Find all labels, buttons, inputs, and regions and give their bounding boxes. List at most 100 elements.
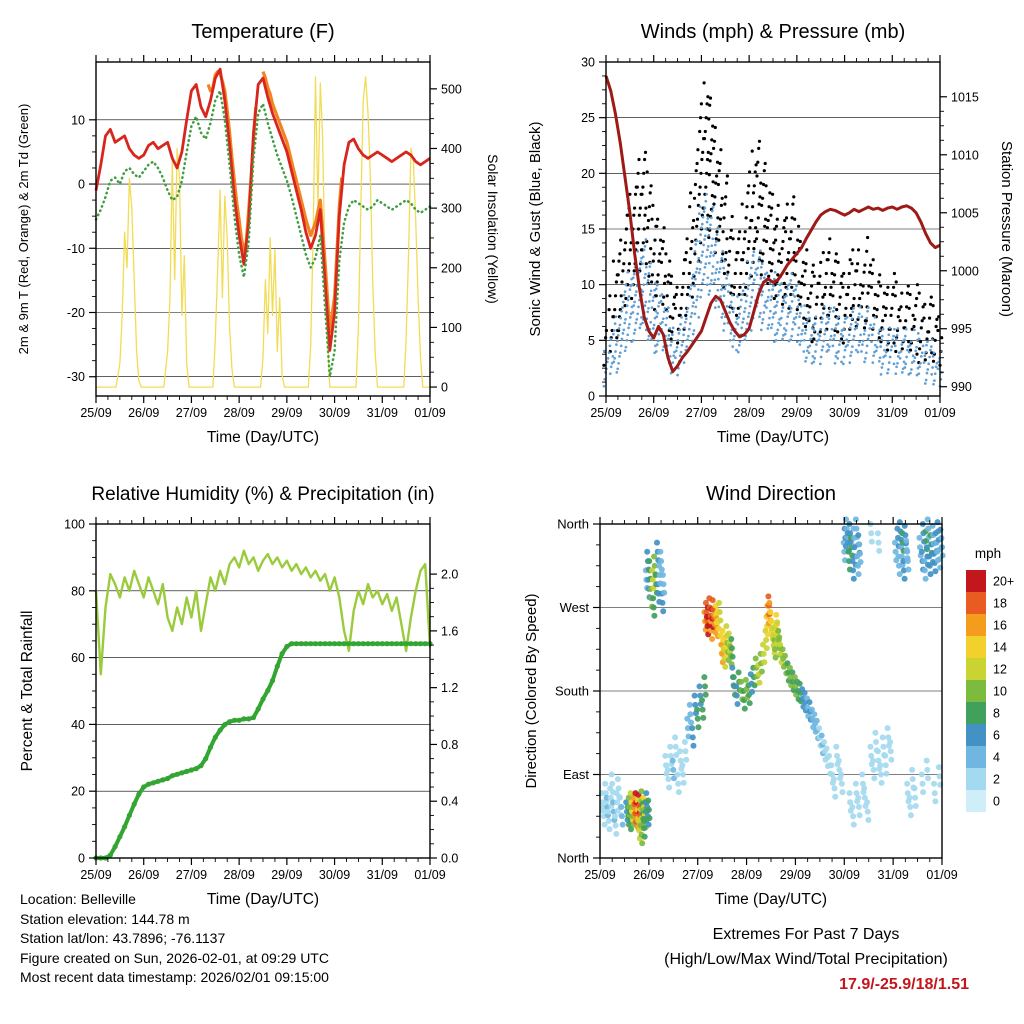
svg-text:300: 300 xyxy=(441,202,462,216)
svg-text:28/09: 28/09 xyxy=(734,406,765,420)
humidity-plot: 25/09 26/09 27/09 28/09 29/09 30/09 31/09 01/09… xyxy=(19,484,458,908)
svg-text:0.8: 0.8 xyxy=(441,738,458,752)
svg-text:0: 0 xyxy=(993,795,1000,809)
svg-text:Direction (Colored By Speed): Direction (Colored By Speed) xyxy=(523,593,540,788)
svg-text:100: 100 xyxy=(64,518,85,532)
series-station-pressure xyxy=(604,75,941,374)
svg-text:North: North xyxy=(557,517,589,532)
svg-text:10: 10 xyxy=(71,113,85,127)
svg-text:-20: -20 xyxy=(67,306,85,320)
svg-text:990: 990 xyxy=(951,380,972,394)
series-total-rainfall xyxy=(93,641,433,861)
series-relative-humidity xyxy=(94,549,432,676)
svg-text:01/09: 01/09 xyxy=(414,868,445,882)
wind-direction-chart: 25/09 26/09 27/09 28/09 29/09 30/09 31/09 01/09… xyxy=(523,483,1014,908)
svg-text:25/09: 25/09 xyxy=(80,868,111,882)
svg-text:31/09: 31/09 xyxy=(367,868,398,882)
svg-text:North: North xyxy=(557,851,589,866)
winds-plot: 25/09 26/09 27/09 28/09 29/09 30/09 31/09 01/09… xyxy=(527,21,1015,446)
extremes-subtitle: (High/Low/Max Wind/Total Precipitation) xyxy=(664,951,948,968)
svg-text:5: 5 xyxy=(588,334,595,348)
svg-text:-10: -10 xyxy=(67,242,85,256)
recent-data-timestamp: Most recent data timestamp: 2026/02/01 0… xyxy=(20,969,329,985)
svg-text:27/09: 27/09 xyxy=(682,868,713,882)
temperature-plot: 25/09 26/09 27/09 28/09 29/09 30/09 31/09 01/09… xyxy=(16,21,501,446)
svg-text:25: 25 xyxy=(581,111,595,125)
winds-pressure-chart: 25/09 26/09 27/09 28/09 29/09 30/09 31/09 01/09… xyxy=(527,21,1015,446)
svg-text:1010: 1010 xyxy=(951,148,979,162)
svg-text:1.2: 1.2 xyxy=(441,681,458,695)
series-2m-dewpoint xyxy=(94,89,432,378)
svg-text:16: 16 xyxy=(993,619,1007,633)
extremes-title: Extremes For Past 7 Days xyxy=(712,926,900,943)
svg-text:200: 200 xyxy=(441,261,462,275)
station-info: Location: Belleville Station elevation: … xyxy=(20,890,329,988)
svg-text:6: 6 xyxy=(993,729,1000,743)
svg-text:Time (Day/UTC): Time (Day/UTC) xyxy=(715,891,827,908)
svg-text:Relative Humidity (%) & Precip: Relative Humidity (%) & Precipitation (i… xyxy=(91,484,434,505)
svg-text:28/09: 28/09 xyxy=(731,868,762,882)
svg-text:10: 10 xyxy=(993,685,1007,699)
svg-text:18: 18 xyxy=(993,597,1007,611)
svg-text:4: 4 xyxy=(993,751,1000,765)
station-elevation: Station elevation: 144.78 m xyxy=(20,910,190,927)
svg-text:25/09: 25/09 xyxy=(590,406,621,420)
station-latlon: Station lat/lon: 43.7896; -76.1137 xyxy=(20,930,226,946)
svg-text:Station Pressure (Maroon): Station Pressure (Maroon) xyxy=(998,141,1015,317)
svg-text:20: 20 xyxy=(71,785,85,799)
svg-text:40: 40 xyxy=(71,718,85,732)
svg-text:80: 80 xyxy=(71,584,85,598)
svg-text:31/09: 31/09 xyxy=(878,868,909,882)
svg-text:26/09: 26/09 xyxy=(128,406,159,420)
svg-text:1000: 1000 xyxy=(951,264,979,278)
svg-text:West: West xyxy=(560,600,590,615)
svg-text:26/09: 26/09 xyxy=(128,868,159,882)
svg-text:0: 0 xyxy=(78,852,85,866)
svg-text:mph: mph xyxy=(975,546,1001,561)
svg-text:1015: 1015 xyxy=(951,90,979,104)
svg-text:-30: -30 xyxy=(67,370,85,384)
temperature-chart: 25/09 26/09 27/09 28/09 29/09 30/09 31/09 01/09… xyxy=(16,21,501,446)
humidity-precip-chart: 25/09 26/09 27/09 28/09 29/09 30/09 31/09 01/09… xyxy=(19,484,458,908)
svg-text:Time (Day/UTC): Time (Day/UTC) xyxy=(207,429,319,446)
temperature-panel: 25/09 26/09 27/09 28/09 29/09 30/09 31/09 01/09… xyxy=(8,4,510,471)
svg-text:Winds (mph) & Pressure (mb): Winds (mph) & Pressure (mb) xyxy=(641,21,906,43)
svg-text:0.0: 0.0 xyxy=(441,852,458,866)
svg-text:29/09: 29/09 xyxy=(271,868,302,882)
svg-text:Temperature (F): Temperature (F) xyxy=(191,21,334,43)
svg-text:30/09: 30/09 xyxy=(319,868,350,882)
svg-text:500: 500 xyxy=(441,82,462,96)
svg-text:Time (Day/UTC): Time (Day/UTC) xyxy=(717,429,829,446)
svg-text:20+: 20+ xyxy=(993,575,1014,589)
series-2m-temperature xyxy=(94,67,431,352)
svg-text:0.4: 0.4 xyxy=(441,795,458,809)
svg-text:29/09: 29/09 xyxy=(781,406,812,420)
station-location: Location: Belleville xyxy=(20,891,136,907)
svg-text:30/09: 30/09 xyxy=(829,868,860,882)
svg-text:10: 10 xyxy=(581,278,595,292)
svg-text:30/09: 30/09 xyxy=(319,406,350,420)
svg-text:995: 995 xyxy=(951,322,972,336)
svg-text:29/09: 29/09 xyxy=(271,406,302,420)
svg-text:2: 2 xyxy=(993,773,1000,787)
humidity-precip-panel: 25/09 26/09 27/09 28/09 29/09 30/09 31/09 01/09… xyxy=(8,466,510,933)
svg-text:26/09: 26/09 xyxy=(638,406,669,420)
svg-text:27/09: 27/09 xyxy=(176,868,207,882)
svg-text:12: 12 xyxy=(993,663,1007,677)
svg-text:28/09: 28/09 xyxy=(224,868,255,882)
svg-text:8: 8 xyxy=(993,707,1000,721)
svg-text:2m & 9m T (Red, Orange) & 2m T: 2m & 9m T (Red, Orange) & 2m Td (Green) xyxy=(16,104,31,355)
svg-text:0: 0 xyxy=(78,178,85,192)
svg-text:1005: 1005 xyxy=(951,206,979,220)
svg-text:Sonic Wind & Gust (Blue, Black: Sonic Wind & Gust (Blue, Black) xyxy=(527,121,544,336)
wind-speed-legend: mph 20+ 18 16 14 12 10 8 6 4 2 0 xyxy=(966,546,1014,812)
series-direction-by-speed xyxy=(598,516,946,847)
svg-text:01/09: 01/09 xyxy=(924,406,955,420)
series-sonic-wind xyxy=(602,192,944,388)
svg-text:30/09: 30/09 xyxy=(829,406,860,420)
svg-text:400: 400 xyxy=(441,142,462,156)
wind-direction-plot: 25/09 26/09 27/09 28/09 29/09 30/09 31/09 01/09… xyxy=(523,483,958,908)
svg-text:South: South xyxy=(555,684,589,699)
svg-text:27/09: 27/09 xyxy=(686,406,717,420)
